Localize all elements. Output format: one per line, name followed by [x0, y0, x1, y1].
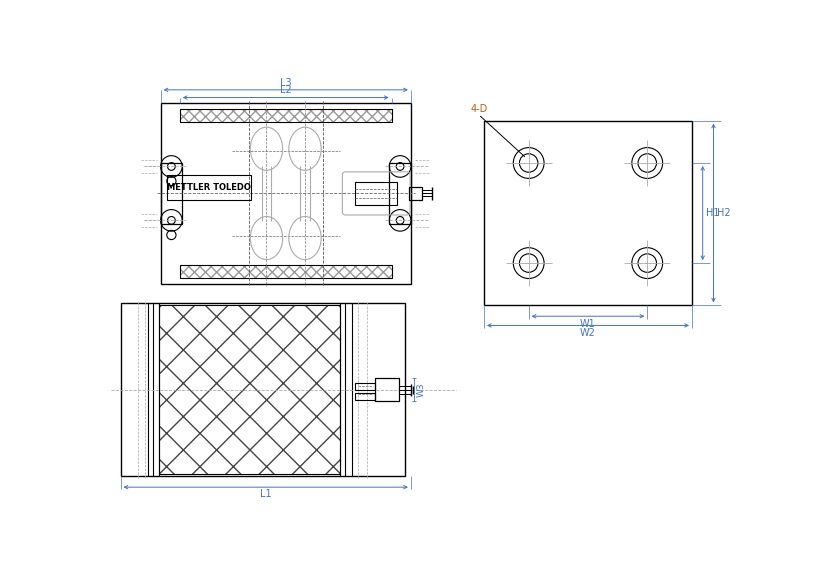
- Text: H1: H1: [705, 208, 718, 218]
- Text: L1: L1: [260, 489, 271, 500]
- Text: L2: L2: [279, 85, 291, 95]
- Bar: [375, 378, 399, 401]
- Bar: [180, 109, 391, 122]
- Bar: [355, 393, 375, 400]
- Bar: [180, 265, 391, 278]
- Bar: [120, 303, 405, 476]
- Bar: [159, 306, 339, 474]
- Bar: [161, 163, 182, 224]
- Bar: [408, 187, 422, 200]
- Text: L3: L3: [279, 77, 291, 88]
- Text: W3: W3: [415, 382, 425, 397]
- Bar: [166, 175, 251, 200]
- Bar: [389, 163, 410, 224]
- Text: 4-D: 4-D: [470, 105, 487, 114]
- Bar: [483, 121, 691, 306]
- Bar: [355, 383, 375, 390]
- Text: H2: H2: [716, 208, 729, 218]
- Bar: [180, 265, 391, 278]
- Bar: [354, 182, 397, 205]
- Bar: [180, 109, 391, 122]
- Bar: [159, 306, 339, 474]
- Text: METTLER TOLEDO: METTLER TOLEDO: [167, 183, 251, 192]
- Text: W1: W1: [579, 319, 595, 328]
- Text: W2: W2: [579, 328, 595, 338]
- Bar: [161, 103, 410, 284]
